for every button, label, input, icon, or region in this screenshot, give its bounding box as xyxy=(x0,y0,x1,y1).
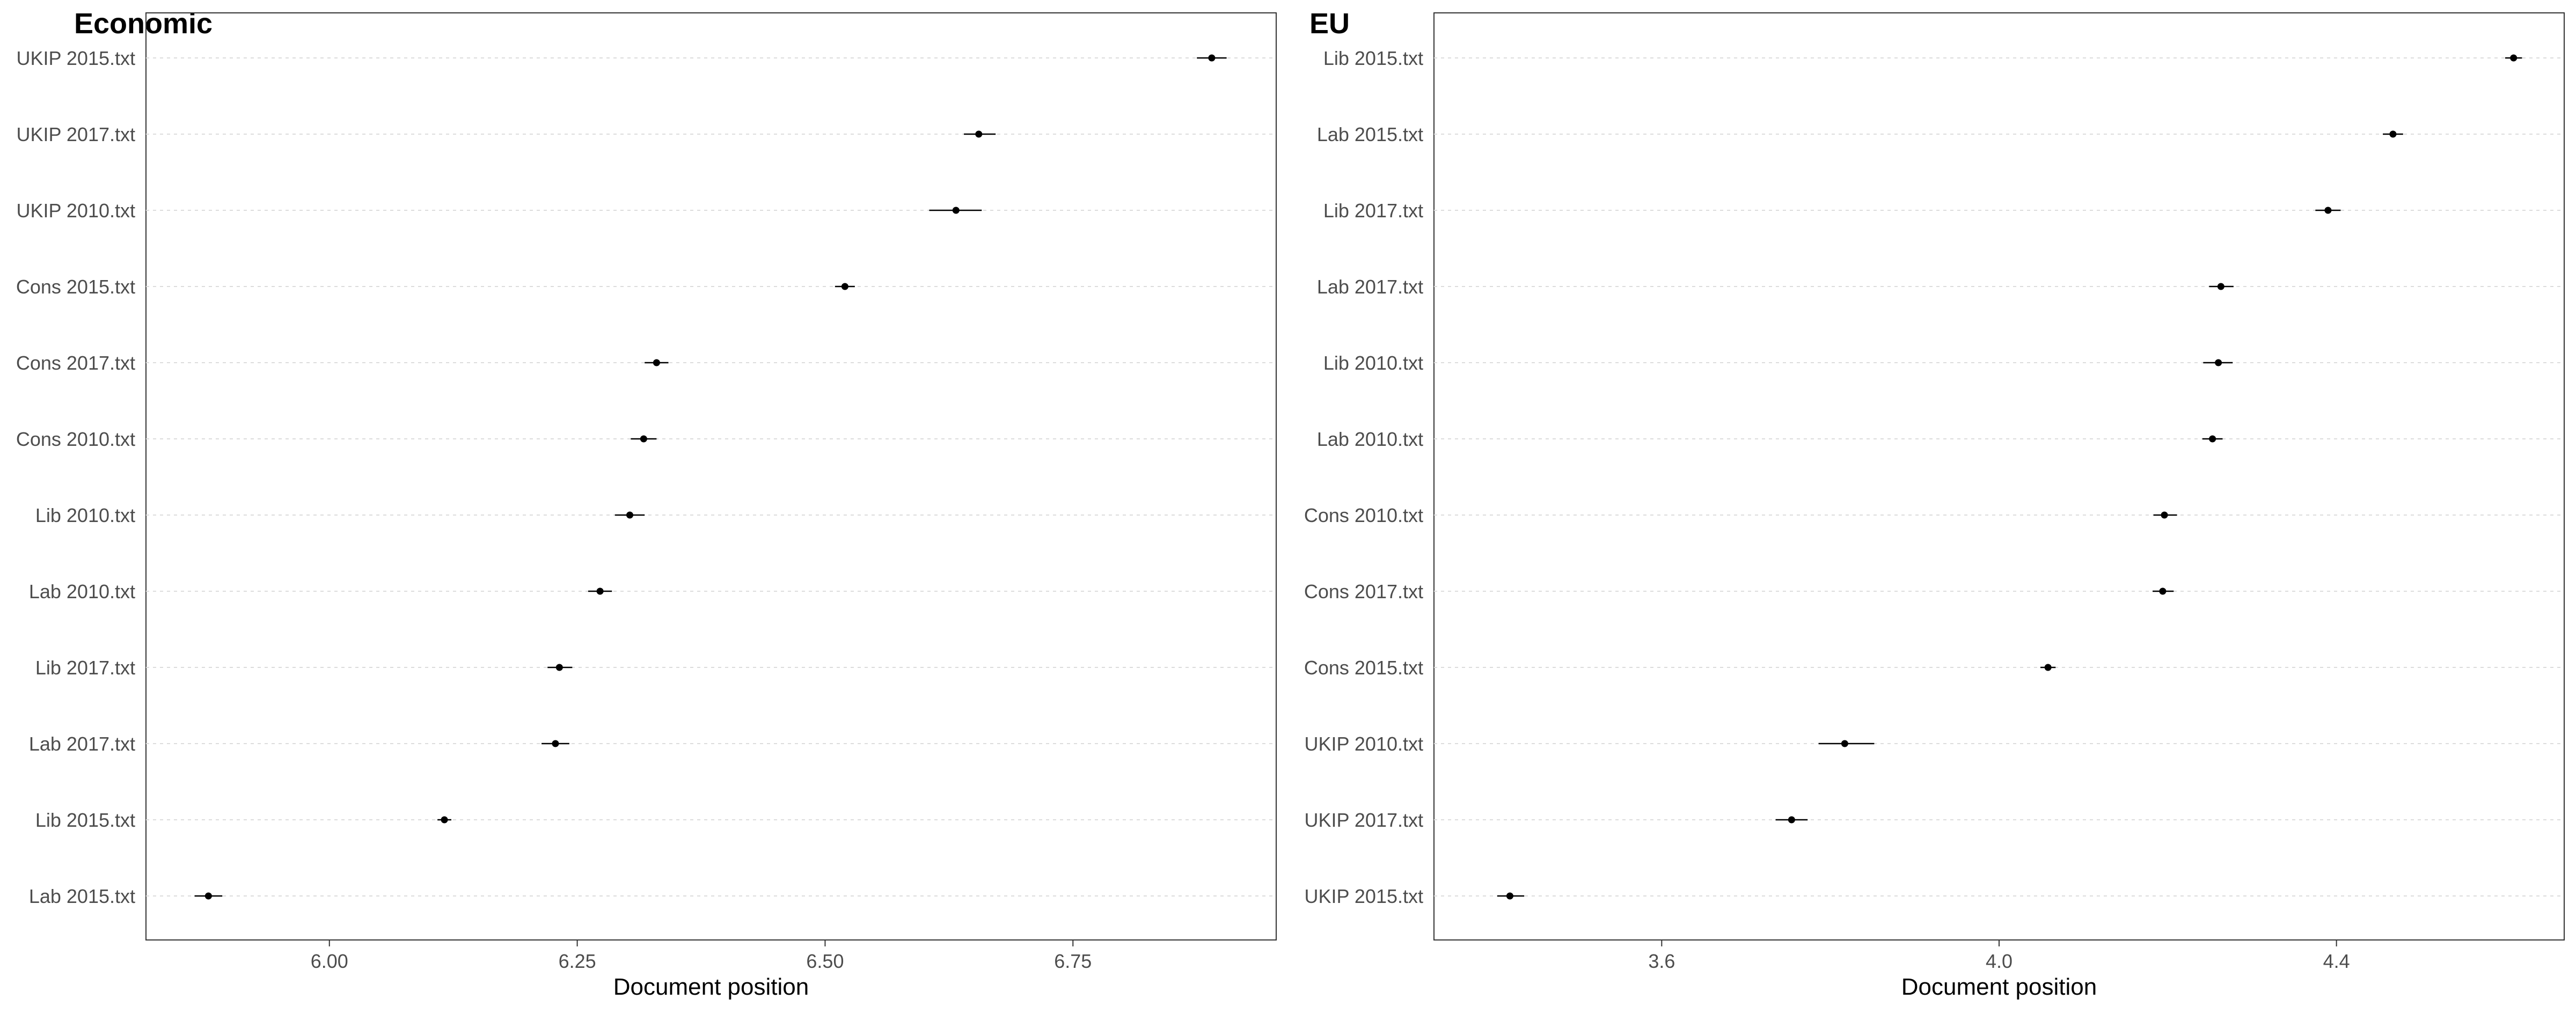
panel-title: EU xyxy=(1309,8,1350,40)
y-tick-label: UKIP 2015.txt xyxy=(17,47,135,69)
y-tick-label: Lab 2015.txt xyxy=(1317,123,1423,145)
x-tick-label: 4.4 xyxy=(2323,950,2350,972)
data-point xyxy=(1506,892,1513,900)
data-point xyxy=(1788,816,1795,824)
y-tick-label: Lib 2015.txt xyxy=(1323,47,1423,69)
y-tick-label: Lab 2010.txt xyxy=(1317,428,1423,450)
data-point xyxy=(2215,359,2222,366)
data-point xyxy=(640,435,647,443)
y-tick-label: Cons 2015.txt xyxy=(1304,657,1423,679)
data-point xyxy=(2389,130,2397,138)
data-point xyxy=(653,359,660,366)
y-tick-label: UKIP 2015.txt xyxy=(1305,885,1423,907)
data-point xyxy=(952,207,960,214)
eu-panel: EU Lib 2015.txt Lab 2015.txt Lib 2017.txt La… xyxy=(1304,8,2565,1000)
data-point xyxy=(2159,587,2167,595)
data-point xyxy=(1208,54,1216,62)
y-tick-label: UKIP 2010.txt xyxy=(17,200,135,222)
y-tick-label: Cons 2010.txt xyxy=(1304,504,1423,526)
y-tick-label: Lab 2017.txt xyxy=(29,733,135,755)
panel-border xyxy=(1433,12,2565,940)
y-tick-label: Lib 2010.txt xyxy=(1323,352,1423,374)
data-point xyxy=(552,740,559,747)
data-point xyxy=(555,664,563,671)
y-tick-label: Lib 2010.txt xyxy=(35,504,135,526)
data-point xyxy=(2324,207,2332,214)
x-axis-label: Document position xyxy=(613,974,809,1000)
data-point xyxy=(841,283,848,290)
y-tick-label: UKIP 2010.txt xyxy=(1305,733,1423,755)
x-tick-label: 6.25 xyxy=(559,950,596,972)
y-tick-label: Cons 2017.txt xyxy=(16,352,135,374)
y-tick-label: Lib 2015.txt xyxy=(35,809,135,831)
data-point xyxy=(626,511,634,519)
y-tick-label: Lab 2010.txt xyxy=(29,581,135,602)
y-tick-label: Lib 2017.txt xyxy=(35,657,135,679)
data-point xyxy=(204,892,212,900)
x-tick-label: 6.75 xyxy=(1054,950,1092,972)
y-tick-label: Lab 2015.txt xyxy=(29,885,135,907)
data-point xyxy=(2161,511,2168,519)
x-tick-label: 6.00 xyxy=(311,950,348,972)
y-tick-label: Cons 2015.txt xyxy=(16,276,135,298)
y-tick-label: Lib 2017.txt xyxy=(1323,200,1423,222)
data-point xyxy=(2217,283,2224,290)
x-tick-label: 6.50 xyxy=(806,950,844,972)
data-point xyxy=(596,587,604,595)
data-point xyxy=(441,816,448,824)
y-tick-label: Lab 2017.txt xyxy=(1317,276,1423,298)
data-point xyxy=(2044,664,2052,671)
x-tick-label: 3.6 xyxy=(1648,950,1675,972)
data-point xyxy=(975,130,983,138)
y-tick-label: UKIP 2017.txt xyxy=(17,123,135,145)
y-tick-label: Cons 2017.txt xyxy=(1304,581,1423,602)
panel-border xyxy=(145,12,1277,940)
y-tick-label: Cons 2010.txt xyxy=(16,428,135,450)
data-point xyxy=(1841,740,1848,747)
data-point xyxy=(2209,435,2216,443)
data-point xyxy=(2510,54,2518,62)
y-tick-label: UKIP 2017.txt xyxy=(1305,809,1423,831)
x-tick-label: 4.0 xyxy=(1986,950,2012,972)
x-axis-label: Document position xyxy=(1901,974,2097,1000)
